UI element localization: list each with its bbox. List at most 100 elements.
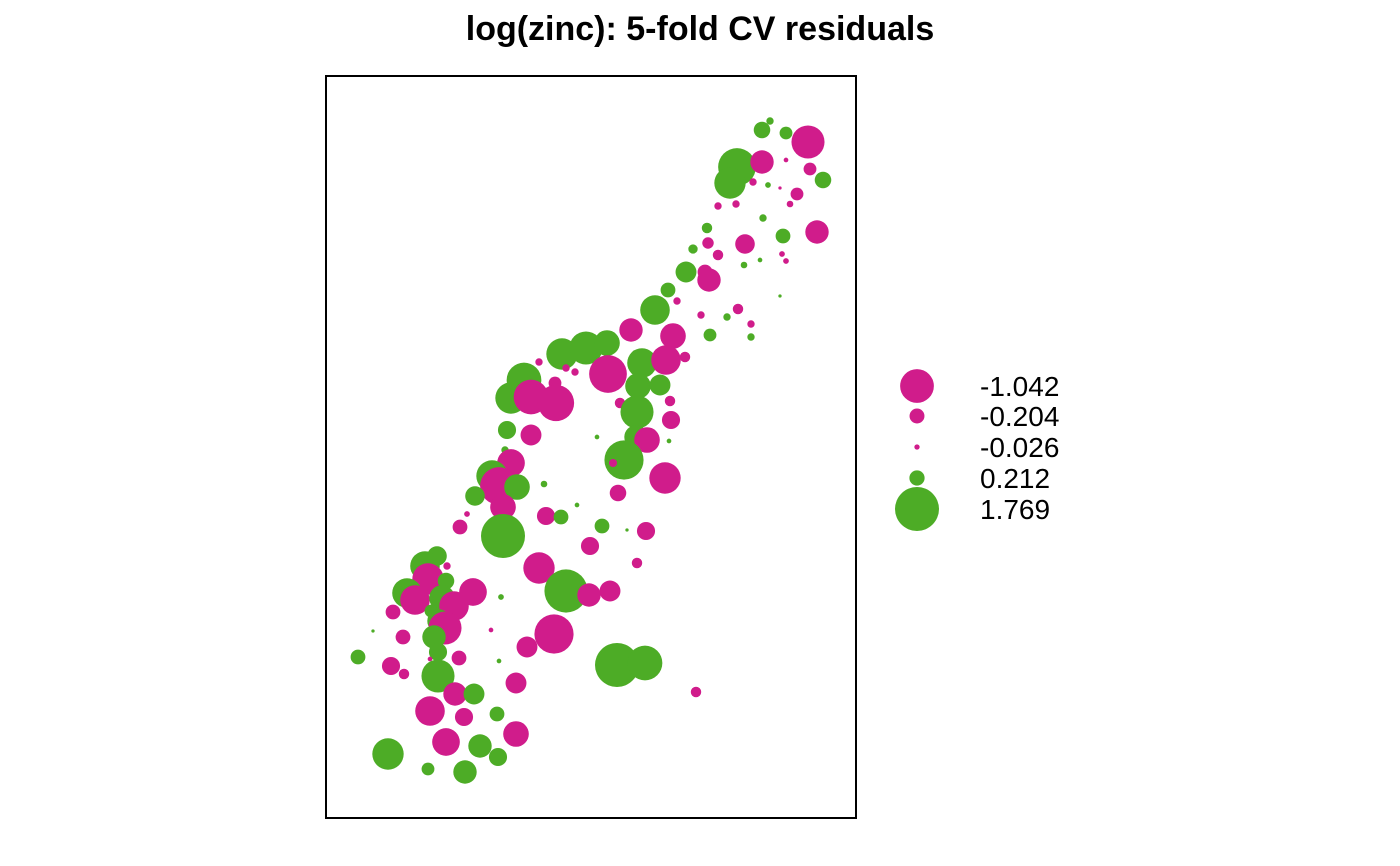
residual-point	[783, 157, 789, 163]
residual-point	[516, 636, 538, 658]
legend-label: -1.042	[980, 371, 1059, 402]
residual-point	[536, 506, 556, 526]
residual-point	[465, 486, 485, 506]
residual-point	[571, 368, 579, 376]
residual-point	[350, 649, 366, 665]
residual-point	[490, 494, 516, 520]
residual-point	[759, 214, 767, 222]
residual-point	[443, 562, 451, 570]
residual-point	[666, 438, 672, 444]
residual-point	[432, 728, 460, 756]
residual-point	[443, 682, 467, 706]
residual-point	[537, 384, 575, 422]
residual-point	[488, 627, 494, 633]
residual-point	[481, 514, 525, 558]
residual-point	[634, 427, 660, 453]
residual-point	[428, 642, 448, 662]
residual-point	[488, 747, 508, 767]
residual-point	[660, 323, 686, 349]
residual-point	[371, 629, 375, 633]
residual-point	[451, 650, 467, 666]
residual-point	[649, 374, 671, 396]
residual-point	[702, 237, 714, 249]
residual-point	[544, 569, 588, 613]
residual-point	[595, 643, 639, 687]
residual-point	[452, 519, 468, 535]
residual-point	[735, 234, 755, 254]
residual-point	[640, 295, 670, 325]
residual-point	[703, 328, 717, 342]
residual-point	[372, 738, 404, 770]
legend-symbol	[909, 408, 925, 424]
residual-point	[534, 614, 574, 654]
residual-point	[679, 351, 691, 363]
residual-point	[688, 244, 698, 254]
legend-label: 0.212	[980, 463, 1050, 494]
residual-point	[690, 686, 702, 698]
legend-symbol	[914, 444, 920, 450]
residual-point	[627, 348, 657, 378]
legend-symbol	[900, 369, 934, 403]
residual-point	[803, 162, 817, 176]
residual-point	[779, 126, 793, 140]
residual-point	[714, 167, 746, 199]
residual-point	[757, 257, 763, 263]
residual-point	[577, 583, 601, 607]
residual-point	[651, 345, 681, 375]
residual-point	[535, 358, 543, 366]
residual-point	[594, 518, 610, 534]
residual-point	[814, 171, 832, 189]
residual-point	[697, 268, 721, 292]
residual-point	[589, 355, 627, 393]
residual-point	[749, 178, 757, 186]
residual-point	[723, 313, 731, 321]
residual-point	[562, 364, 570, 372]
residual-point	[464, 511, 470, 517]
residual-point	[766, 117, 774, 125]
residual-point	[553, 509, 569, 525]
residual-point	[381, 656, 401, 676]
residual-point	[673, 297, 681, 305]
legend-symbol	[895, 487, 939, 531]
residual-point	[463, 683, 485, 705]
residual-point	[415, 696, 445, 726]
residual-point	[790, 187, 804, 201]
residual-point	[740, 261, 748, 269]
residual-point	[775, 228, 791, 244]
points-layer	[350, 117, 832, 784]
residual-point	[400, 585, 430, 615]
residual-point	[701, 222, 713, 234]
residual-point	[631, 557, 643, 569]
residual-point	[786, 200, 794, 208]
residual-point	[468, 734, 492, 758]
residual-point	[520, 424, 542, 446]
residual-point	[609, 484, 627, 502]
residual-point	[714, 202, 722, 210]
residual-point	[497, 420, 517, 440]
residual-point	[599, 580, 621, 602]
legend-label: 1.769	[980, 494, 1050, 525]
residual-point	[421, 762, 435, 776]
residual-point	[504, 474, 530, 500]
residual-point	[422, 625, 446, 649]
residual-point	[747, 333, 755, 341]
residual-point	[608, 458, 618, 468]
residual-point	[427, 656, 433, 662]
residual-point	[604, 440, 644, 480]
residual-point	[664, 395, 676, 407]
residual-point	[523, 552, 555, 584]
residual-point	[505, 672, 527, 694]
residual-point	[540, 480, 548, 488]
residual-point	[385, 604, 401, 620]
residual-point	[489, 706, 505, 722]
residual-point	[778, 186, 782, 190]
residual-point	[503, 721, 529, 747]
residual-point	[496, 658, 502, 664]
residual-point	[753, 121, 771, 139]
plot-frame	[325, 75, 857, 819]
residual-point	[732, 303, 744, 315]
residual-point	[649, 462, 681, 494]
legend-label: -0.026	[980, 432, 1059, 463]
